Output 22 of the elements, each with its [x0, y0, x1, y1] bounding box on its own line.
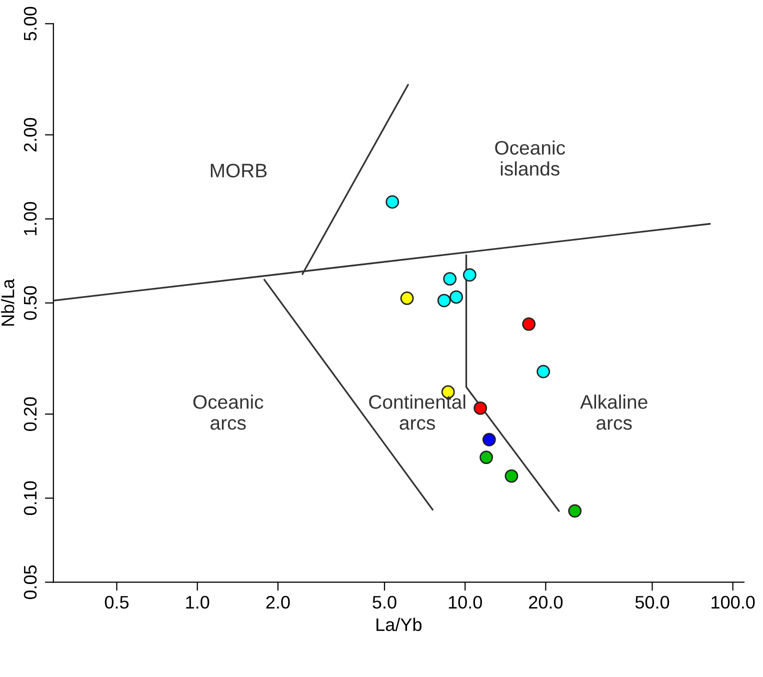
x-tick-label: 10.0	[448, 596, 482, 609]
y-tick-label: 1.00	[24, 202, 37, 236]
y-tick-label: 0.10	[24, 481, 37, 516]
x-tick-label: 20.0	[529, 596, 563, 609]
x-tick-label: 100.0	[712, 596, 755, 609]
y-tick-label: 0.05	[24, 565, 37, 600]
annotation: MORB	[210, 164, 267, 178]
y-tick-label: 2.00	[24, 118, 37, 152]
x-tick-label: 2.0	[266, 596, 290, 609]
x-tick-label: 1.0	[186, 596, 210, 609]
y-tick-label: 0.50	[24, 286, 37, 320]
x-axis-title: La/Yb	[376, 618, 422, 632]
annotation: Alkaline arcs	[580, 394, 648, 430]
annotation: Oceanic arcs	[193, 394, 264, 430]
x-tick-label: 50.0	[635, 596, 670, 609]
annotation: Continental arcs	[369, 394, 466, 430]
annotation: Oceanic islands	[495, 140, 566, 176]
x-tick-label: 0.5	[104, 596, 129, 609]
y-axis-title: Nb/La	[1, 278, 14, 326]
y-tick-label: 0.20	[24, 397, 37, 431]
y-tick-label: 5.00	[24, 6, 37, 41]
x-tick-label: 5.0	[372, 596, 396, 609]
